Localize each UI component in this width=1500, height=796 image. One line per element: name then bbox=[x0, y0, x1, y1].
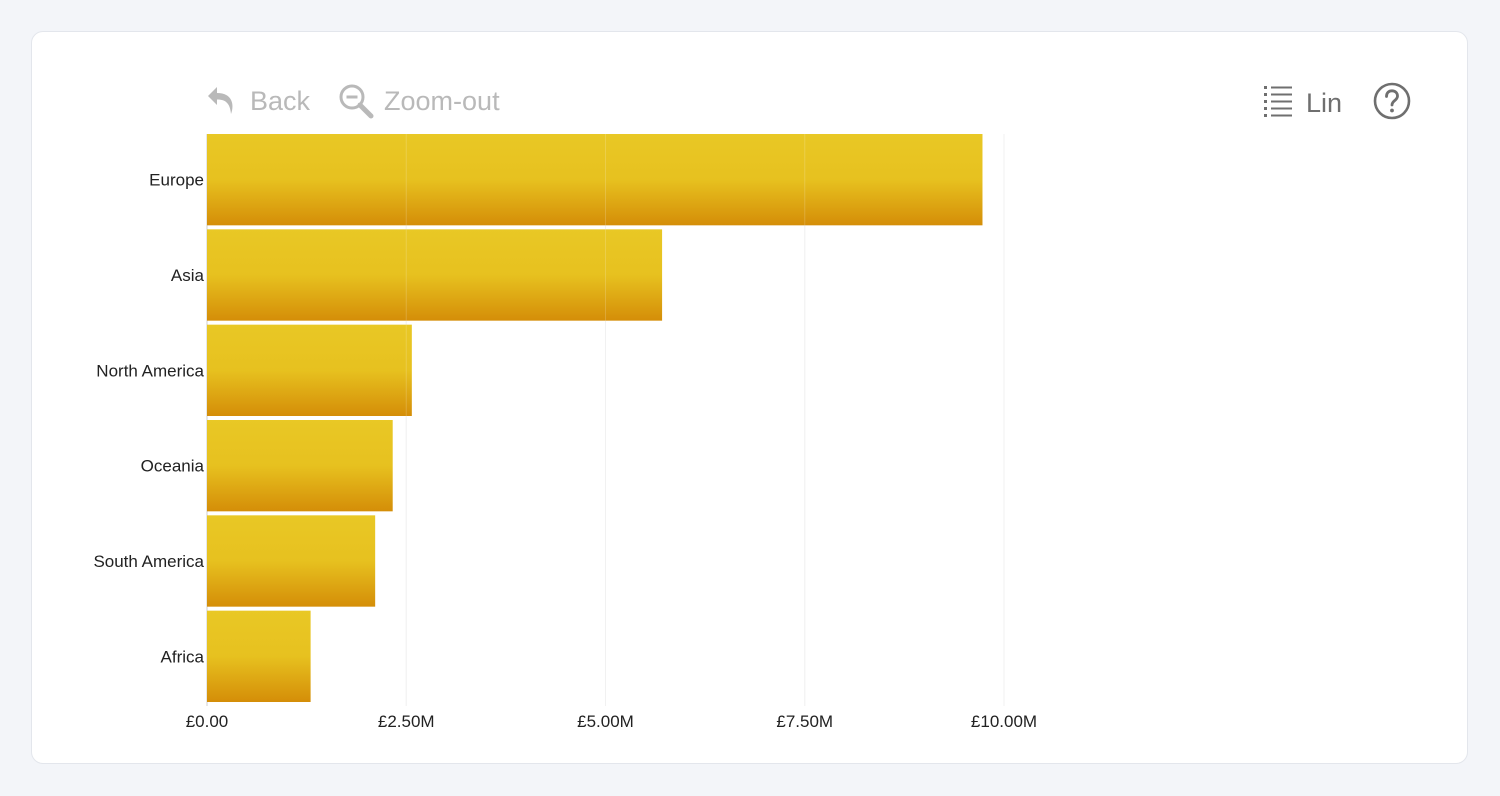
x-tick-label: £0.00 bbox=[186, 712, 229, 731]
bar-europe[interactable] bbox=[207, 134, 983, 226]
list-icon bbox=[1262, 83, 1294, 124]
back-label: Back bbox=[250, 85, 311, 116]
undo-arrow-icon bbox=[206, 83, 240, 119]
zoom-out-button[interactable]: Zoom-out bbox=[338, 83, 500, 119]
help-circle-icon bbox=[1372, 81, 1412, 126]
category-label: Europe bbox=[149, 171, 204, 190]
scale-mode-label: Lin bbox=[1306, 87, 1343, 118]
help-button[interactable] bbox=[1372, 81, 1412, 126]
scale-mode-button[interactable]: Lin bbox=[1262, 83, 1342, 124]
category-label: Africa bbox=[161, 647, 205, 666]
bar-africa[interactable] bbox=[207, 610, 311, 702]
bar-oceania[interactable] bbox=[207, 420, 393, 512]
category-label: North America bbox=[96, 361, 204, 380]
bar-asia[interactable] bbox=[207, 229, 663, 321]
zoom-out-icon bbox=[338, 83, 374, 119]
x-axis-ticks: £0.00 £2.50M £5.00M £7.50M £10.00M bbox=[186, 712, 1037, 731]
chart-toolbar: Back Zoom-out bbox=[206, 80, 528, 122]
bar-south-america[interactable] bbox=[207, 515, 376, 607]
x-tick-label: £2.50M bbox=[378, 712, 435, 731]
x-tick-label: £7.50M bbox=[776, 712, 833, 731]
bars bbox=[207, 134, 983, 702]
zoom-out-label: Zoom-out bbox=[384, 85, 500, 116]
x-tick-label: £10.00M bbox=[971, 712, 1037, 731]
category-label: Oceania bbox=[141, 457, 205, 476]
category-labels: Europe Asia North America Oceania South Amer… bbox=[93, 171, 204, 667]
back-button[interactable]: Back bbox=[206, 83, 310, 119]
x-tick-label: £5.00M bbox=[577, 712, 634, 731]
bar-north-america[interactable] bbox=[207, 324, 412, 416]
category-label: South America bbox=[93, 552, 204, 571]
chart-options: Lin bbox=[1262, 80, 1412, 126]
category-label: Asia bbox=[171, 266, 205, 285]
